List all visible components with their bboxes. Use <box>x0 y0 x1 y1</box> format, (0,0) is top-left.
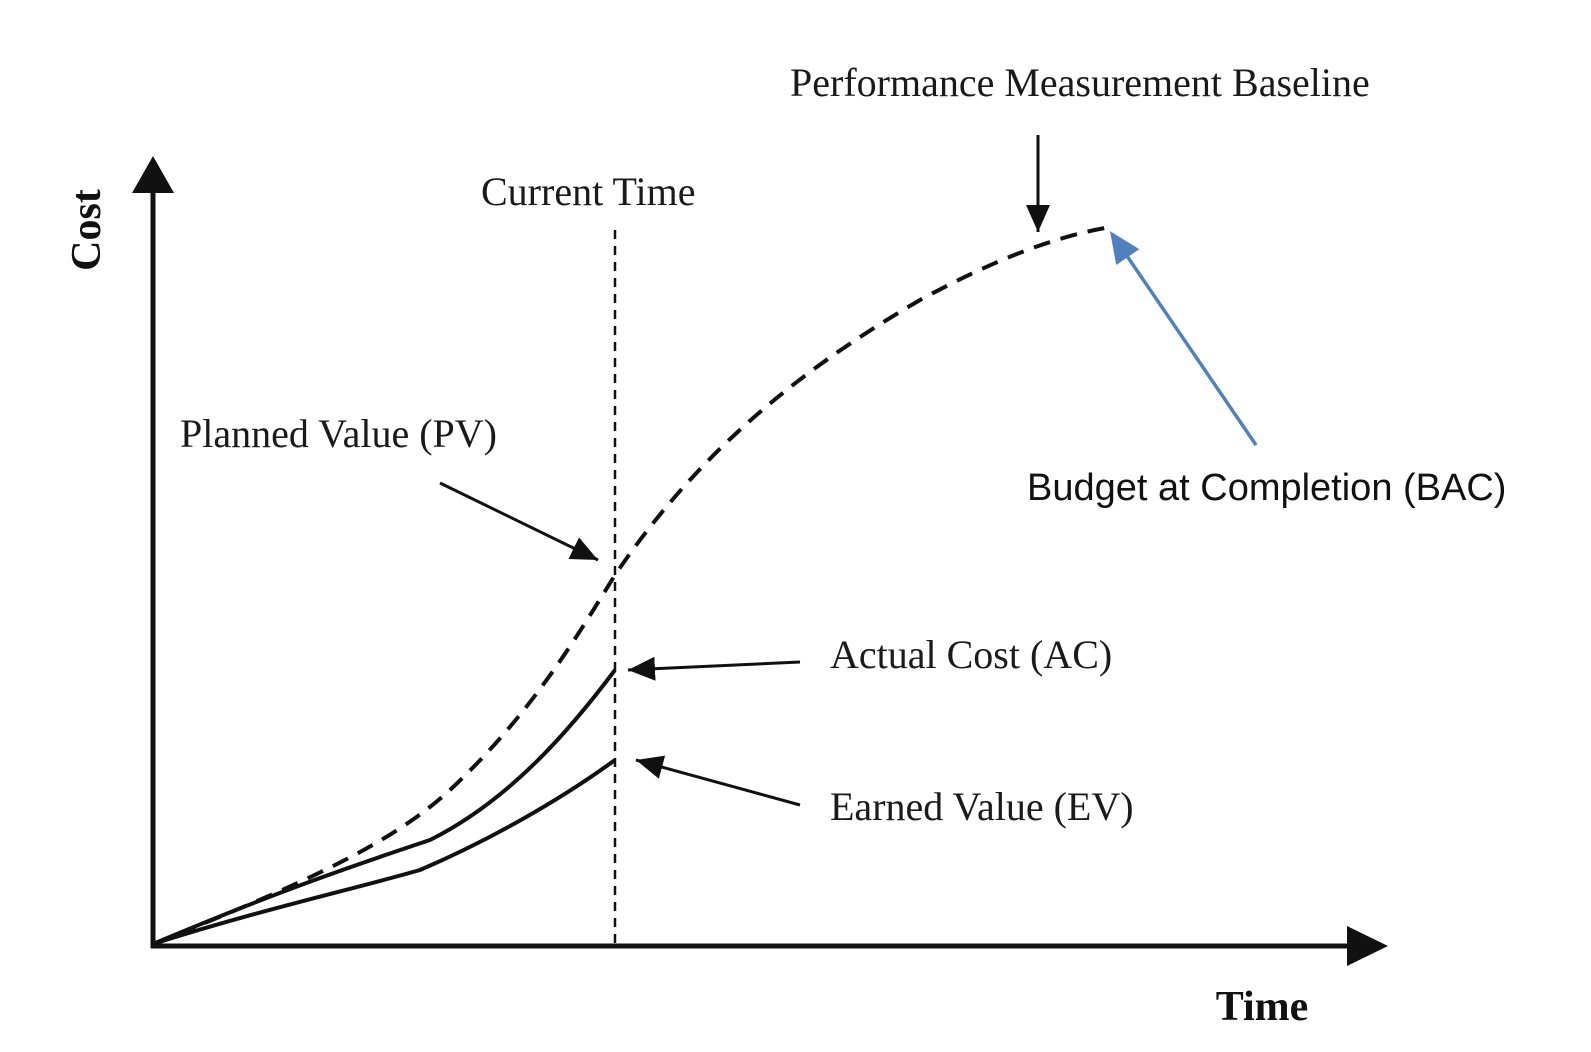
earned-value-arrow <box>635 755 801 807</box>
baseline-label: Performance Measurement Baseline <box>790 60 1370 105</box>
x-axis-title: Time <box>1216 984 1309 1030</box>
y-axis-arrowhead <box>132 156 174 193</box>
planned-value-arrow <box>439 481 599 562</box>
x-axis-arrowhead <box>1347 926 1388 966</box>
earned-value-label: Earned Value (EV) <box>830 784 1134 829</box>
bac-arrow <box>1110 231 1258 446</box>
actual-cost-curve <box>152 668 617 946</box>
y-axis-title: Cost <box>64 189 110 271</box>
actual-cost-arrow <box>627 656 801 681</box>
annotation-arrows <box>439 135 1258 807</box>
current-time-label: Current Time <box>481 169 695 214</box>
bac-label: Budget at Completion (BAC) <box>1027 467 1506 509</box>
planned-value-curve <box>152 226 1106 946</box>
earned-value-curve <box>152 758 617 946</box>
actual-cost-label: Actual Cost (AC) <box>830 632 1112 677</box>
planned-value-label: Planned Value (PV) <box>180 411 497 456</box>
axes <box>132 156 1388 966</box>
